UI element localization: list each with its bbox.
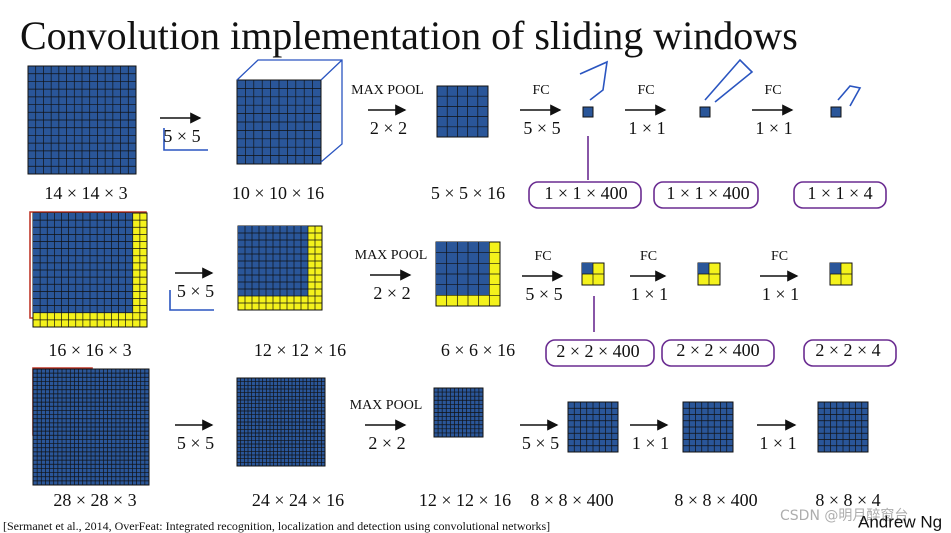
op-label: MAX POOL <box>351 83 424 98</box>
citation: [Sermanet et al., 2014, OverFeat: Integr… <box>3 519 550 533</box>
grid-lines <box>582 263 604 285</box>
title: Convolution implementation of sliding wi… <box>20 13 798 58</box>
grid-square <box>436 85 489 138</box>
kernel-label: 5 × 5 <box>522 433 559 453</box>
shape-label: 1 × 1 × 4 <box>807 183 872 203</box>
grid-lines <box>698 263 720 285</box>
kernel-label: 5 × 5 <box>163 126 200 146</box>
shape-label: 8 × 8 × 400 <box>530 490 613 510</box>
grid-lines <box>28 66 136 174</box>
kernel-label: 1 × 1 <box>628 118 665 138</box>
grid-lines <box>830 263 852 285</box>
shape-label: 2 × 2 × 400 <box>556 341 639 361</box>
grid-lines <box>436 242 500 306</box>
grid-blue-area <box>582 263 593 274</box>
grid-blue-area <box>436 242 490 296</box>
shape-label: 10 × 10 × 16 <box>232 183 324 203</box>
grid-lines <box>238 226 322 310</box>
kernel-label: 2 × 2 <box>373 283 410 303</box>
kernel-label: 1 × 1 <box>759 433 796 453</box>
grid-lines <box>237 80 321 164</box>
shape-label: 6 × 6 × 16 <box>441 340 515 360</box>
op-label: FC <box>764 83 781 98</box>
shape-label: 2 × 2 × 4 <box>815 340 880 360</box>
kernel-label: 1 × 1 <box>755 118 792 138</box>
shape-label: 8 × 8 × 4 <box>815 490 880 510</box>
shape-label: 12 × 12 × 16 <box>419 490 511 510</box>
op-label: MAX POOL <box>355 248 428 263</box>
shape-label: 28 × 28 × 3 <box>53 490 136 510</box>
kernel-label: 1 × 1 <box>762 284 799 304</box>
grid-square <box>582 106 594 118</box>
author: Andrew Ng <box>858 512 942 531</box>
shape-label: 1 × 1 × 400 <box>544 183 627 203</box>
op-label: FC <box>771 249 788 264</box>
shape-label: 16 × 16 × 3 <box>48 340 131 360</box>
shape-label: 5 × 5 × 16 <box>431 183 505 203</box>
shape-label: 14 × 14 × 3 <box>44 183 127 203</box>
kernel-label: 1 × 1 <box>632 433 669 453</box>
grid-square <box>830 106 842 118</box>
grid-lines <box>437 86 488 137</box>
op-label: MAX POOL <box>350 398 423 413</box>
grid-lines <box>33 369 149 485</box>
shape-label: 24 × 24 × 16 <box>252 490 344 510</box>
kernel-label: 5 × 5 <box>523 118 560 138</box>
grid-blue-area <box>830 263 841 274</box>
grid-square <box>699 106 711 118</box>
kernel-label: 5 × 5 <box>525 284 562 304</box>
shape-label: 2 × 2 × 400 <box>676 340 759 360</box>
grid-lines <box>818 402 868 452</box>
op-label: FC <box>640 249 657 264</box>
op-label: FC <box>534 249 551 264</box>
grid-lines <box>434 388 483 437</box>
volume-outline <box>236 59 343 163</box>
grid-lines <box>237 378 325 466</box>
op-label: FC <box>637 83 654 98</box>
kernel-label: 2 × 2 <box>370 118 407 138</box>
watermark: CSDN @明月醉窗台 <box>780 507 908 524</box>
shape-label: 12 × 12 × 16 <box>254 340 346 360</box>
grid-lines <box>568 402 618 452</box>
shape-label: 1 × 1 × 400 <box>666 183 749 203</box>
grid-blue-area <box>698 263 709 274</box>
grid-lines <box>33 213 147 327</box>
kernel-label: 2 × 2 <box>368 433 405 453</box>
shape-label: 8 × 8 × 400 <box>674 490 757 510</box>
grid-lines <box>683 402 733 452</box>
op-label: FC <box>532 83 549 98</box>
kernel-label: 5 × 5 <box>177 281 214 301</box>
kernel-label: 5 × 5 <box>177 433 214 453</box>
kernel-label: 1 × 1 <box>631 284 668 304</box>
